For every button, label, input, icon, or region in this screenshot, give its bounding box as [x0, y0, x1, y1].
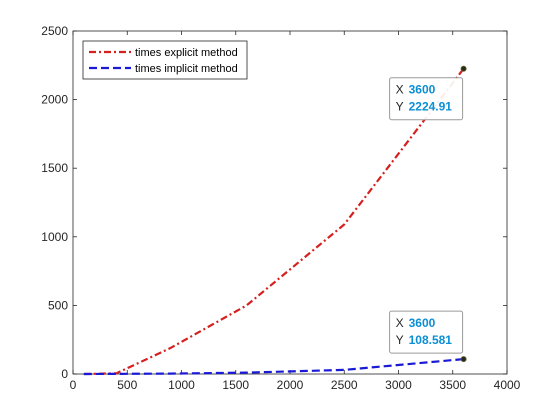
datatip-x-value: 3600 [409, 316, 436, 330]
datatip-x-value: 3600 [409, 83, 436, 97]
x-tick-label: 4000 [494, 378, 521, 392]
datatip-y-key: Y [396, 100, 404, 114]
y-tick-label: 2000 [41, 93, 68, 107]
y-tick-label: 0 [61, 367, 68, 381]
y-tick-label: 1000 [41, 230, 68, 244]
y-tick-label: 1500 [41, 161, 68, 175]
legend-box [82, 40, 248, 80]
x-tick-label: 2000 [277, 378, 304, 392]
x-tick-label: 3000 [385, 378, 412, 392]
datatip-box [389, 77, 464, 121]
datatip-x-key: X [396, 83, 404, 97]
datatip-marker[interactable] [460, 356, 467, 363]
legend: times explicit method times implicit meth… [82, 40, 248, 80]
datatips: X 3600 Y 2224.91 X 3600 Y 108.581 [389, 65, 467, 363]
datatip-y-value: 2224.91 [409, 100, 453, 114]
datatip-y-key: Y [396, 333, 404, 347]
datatip-x-key: X [396, 316, 404, 330]
x-tick-label: 0 [70, 378, 77, 392]
series-line-1 [83, 358, 464, 376]
series-line-0 [83, 68, 465, 376]
series-lines [83, 68, 465, 376]
x-tick-label: 1500 [222, 378, 249, 392]
y-tick-label: 500 [48, 298, 68, 312]
axis-ticks: 0 500 1000 1500 2000 2500 3000 3500 4000 0 500 1000… [41, 24, 520, 392]
datatip-marker[interactable] [460, 65, 467, 72]
y-tick-label: 2500 [41, 24, 68, 38]
datatip-y-value: 108.581 [409, 333, 453, 347]
x-tick-label: 500 [117, 378, 137, 392]
x-tick-label: 2500 [331, 378, 358, 392]
legend-label: times explicit method [135, 47, 238, 59]
x-tick-label: 1000 [168, 378, 195, 392]
legend-label: times implicit method [135, 63, 238, 75]
datatip-box [389, 310, 464, 354]
x-tick-label: 3500 [439, 378, 466, 392]
